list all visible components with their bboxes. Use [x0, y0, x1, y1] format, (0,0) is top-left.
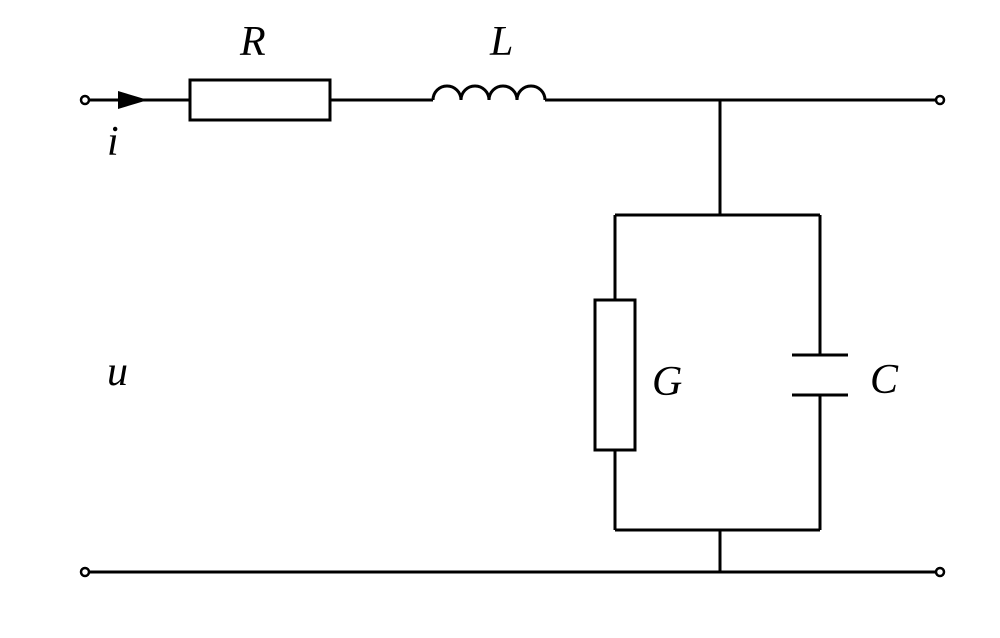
- circuit-svg: [0, 0, 1000, 638]
- label-inductor: L: [490, 18, 513, 66]
- inductor-L: [433, 86, 545, 100]
- resistor-R: [190, 80, 330, 120]
- label-conductance: G: [652, 358, 682, 406]
- terminal-top-right: [936, 96, 944, 104]
- label-resistor: R: [240, 18, 266, 66]
- circuit-diagram: i u R L G C: [0, 0, 1000, 638]
- terminal-bottom-right: [936, 568, 944, 576]
- terminal-bottom-left: [81, 568, 89, 576]
- label-voltage: u: [107, 348, 128, 396]
- label-capacitor: C: [870, 356, 898, 404]
- current-arrow-icon: [118, 91, 148, 109]
- conductance-G: [595, 300, 635, 450]
- label-current: i: [107, 118, 119, 166]
- terminal-top-left: [81, 96, 89, 104]
